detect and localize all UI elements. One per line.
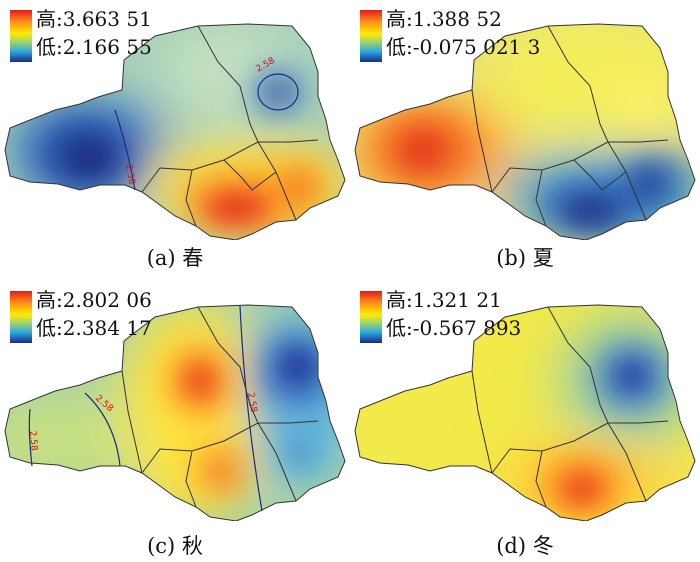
panel-caption: (c) 秋: [147, 534, 203, 558]
region-boundaries: [354, 304, 696, 521]
legend: 高:2.802 06 低:2.384 17: [10, 288, 200, 345]
region-boundaries: [4, 23, 346, 240]
legend-low-label: 低:2.384 17: [36, 316, 152, 340]
legend: 高:3.663 51 低:2.166 55: [10, 7, 200, 64]
legend-color-bar: [360, 291, 382, 343]
summer-heatmap: [354, 23, 696, 240]
region-boundaries: [354, 23, 696, 240]
contour-line: [28, 408, 33, 467]
contour-line: [114, 109, 136, 191]
map-panel-winter: 高:1.321 21 低:-0.567 893 (d) 冬: [350, 281, 700, 562]
map-panel-summer: 高:1.388 52 低:-0.075 021 3 (b) 夏: [350, 0, 700, 281]
panel-caption: (b) 夏: [496, 246, 554, 270]
contour-label: 2.58: [27, 430, 39, 451]
map-panel-autumn: 2.58 2.58 2.58 高:2.802 06 低:2.384 17 (c)…: [0, 281, 350, 562]
legend: 高:1.388 52 低:-0.075 021 3: [360, 7, 550, 64]
legend-low-label: 低:-0.567 893: [386, 316, 522, 340]
legend-low-label: 低:2.166 55: [36, 35, 152, 59]
panel-caption: (a) 春: [146, 246, 204, 270]
map-panel-spring: 2.58 2.58 高:3.663 51 低:2.166 55 (a) 春: [0, 0, 350, 281]
contour-line: [84, 392, 121, 467]
legend-color-bar: [10, 10, 32, 62]
contour-line: [239, 305, 263, 512]
region-boundaries: [4, 304, 346, 521]
legend-color-bar: [10, 291, 32, 343]
contour-line: [257, 73, 299, 111]
legend-low-label: 低:-0.075 021 3: [386, 35, 541, 59]
legend-color-bar: [360, 10, 382, 62]
legend-high-label: 高:2.802 06: [36, 288, 152, 312]
winter-heatmap: [354, 304, 696, 521]
legend-high-label: 高:1.321 21: [386, 288, 502, 312]
autumn-heatmap: 2.58 2.58 2.58: [4, 304, 346, 521]
legend: 高:1.321 21 低:-0.567 893: [360, 288, 550, 345]
legend-high-label: 高:3.663 51: [36, 7, 152, 31]
panel-caption: (d) 冬: [496, 534, 554, 558]
contour-label: 2.58: [123, 164, 136, 186]
spring-heatmap: 2.58 2.58: [4, 23, 346, 240]
legend-high-label: 高:1.388 52: [386, 7, 502, 31]
